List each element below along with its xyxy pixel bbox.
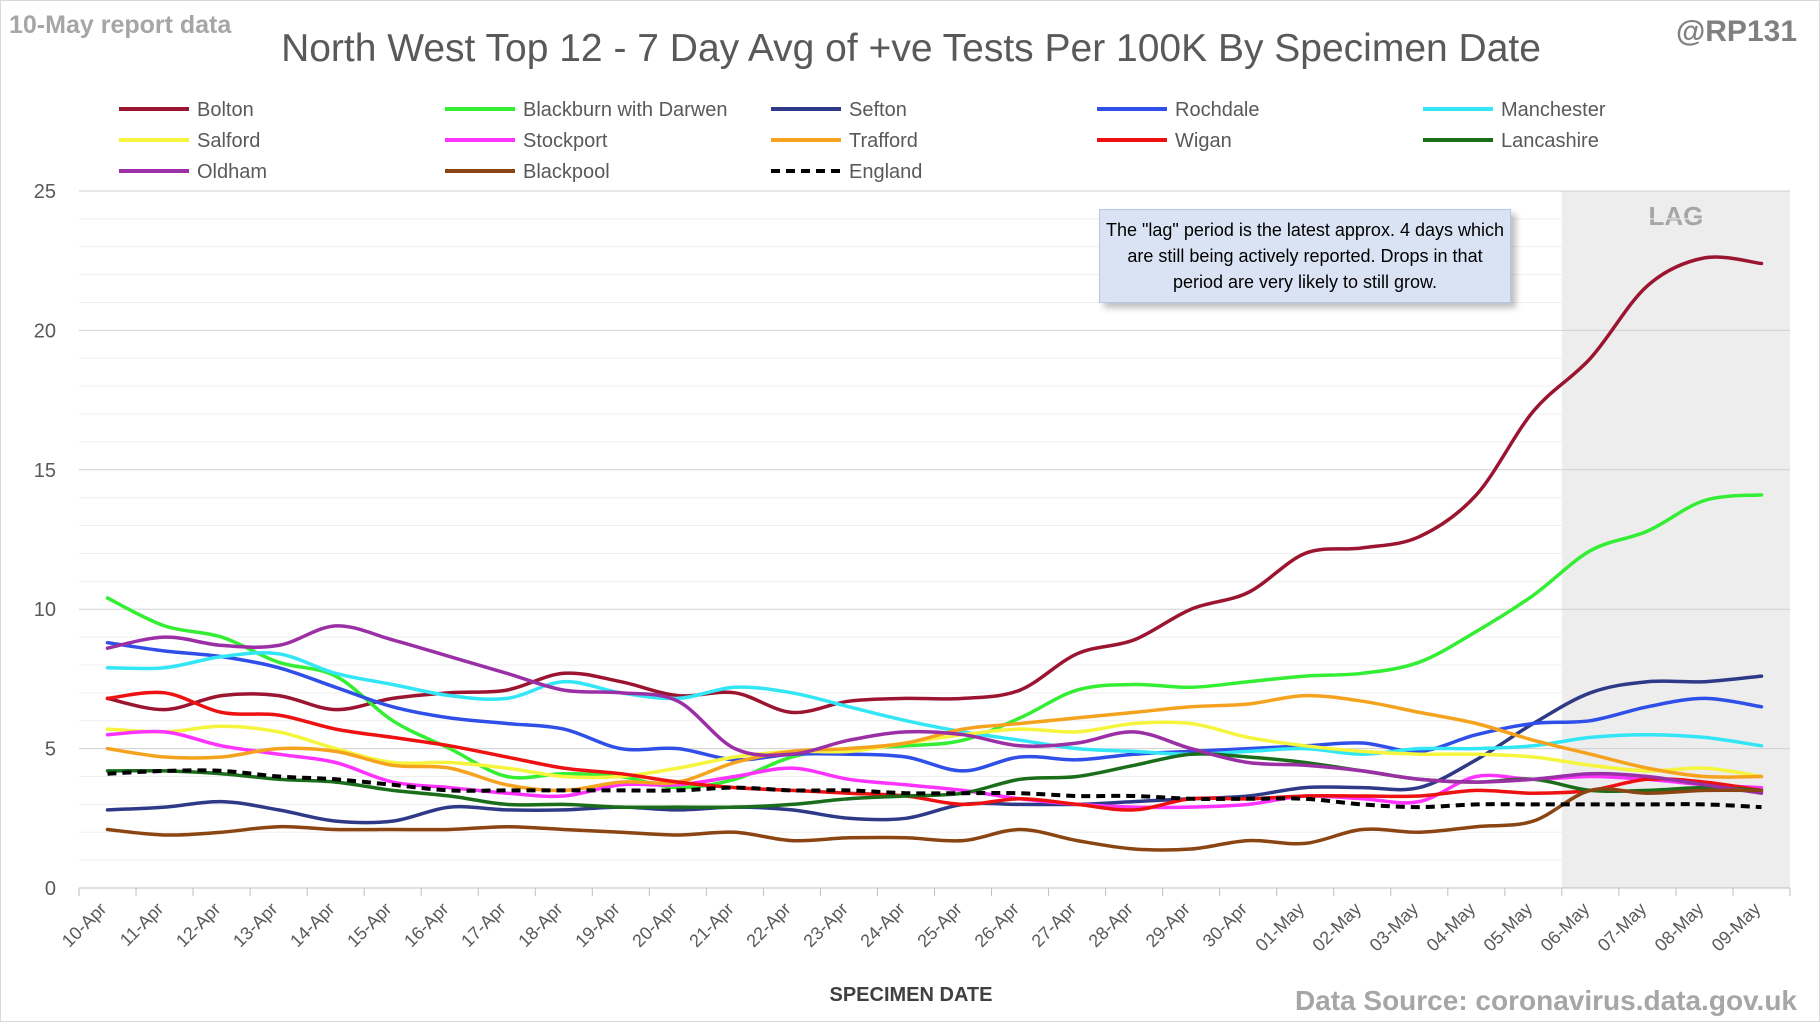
x-tick-label: 27-Apr xyxy=(1028,899,1080,951)
x-tick-label: 05-May xyxy=(1480,899,1537,956)
legend-label-sefton: Sefton xyxy=(849,99,907,121)
legend-label-blackburn-with-darwen: Blackburn with Darwen xyxy=(523,99,728,121)
legend-label-manchester: Manchester xyxy=(1501,99,1606,121)
series-line-bolton xyxy=(105,255,1764,715)
legend-label-blackpool: Blackpool xyxy=(523,161,610,183)
x-tick-label: 22-Apr xyxy=(742,899,794,951)
x-tick-label: 13-Apr xyxy=(229,899,281,951)
series-line-rochdale xyxy=(105,640,1764,773)
x-tick-label: 07-May xyxy=(1594,899,1651,956)
legend-label-lancashire: Lancashire xyxy=(1501,130,1599,152)
x-tick-label: 24-Apr xyxy=(856,899,908,951)
series-line-blackpool xyxy=(105,787,1764,852)
x-tick-label: 26-Apr xyxy=(971,899,1023,951)
y-tick-label: 15 xyxy=(34,460,56,482)
x-tick-label: 30-Apr xyxy=(1199,899,1251,951)
series-line-england xyxy=(107,768,1762,810)
series-line-blackburn-with-darwen xyxy=(105,493,1764,790)
x-axis-title: SPECIMEN DATE xyxy=(829,984,993,1006)
series-line-sefton xyxy=(105,674,1764,825)
x-tick-label: 08-May xyxy=(1651,899,1708,956)
lag-note: The "lag" period is the latest approx. 4… xyxy=(1099,209,1511,303)
series-line-salford xyxy=(105,720,1764,780)
x-tick-label: 11-Apr xyxy=(116,899,167,950)
legend-label-england: England xyxy=(849,161,922,183)
x-tick-label: 09-May xyxy=(1708,899,1765,956)
x-tick-label: 18-Apr xyxy=(514,899,566,951)
legend-label-wigan: Wigan xyxy=(1175,130,1232,152)
x-tick-label: 14-Apr xyxy=(286,899,338,951)
legend-label-bolton: Bolton xyxy=(197,99,254,121)
y-tick-label: 0 xyxy=(45,878,56,900)
legend-label-stockport: Stockport xyxy=(523,130,608,152)
x-tick-label: 19-Apr xyxy=(571,899,623,951)
series-line-oldham xyxy=(105,624,1764,795)
legend-label-oldham: Oldham xyxy=(197,161,267,183)
x-tick-label: 15-Apr xyxy=(343,899,395,951)
x-tick-label: 25-Apr xyxy=(913,899,965,951)
x-tick-label: 21-Apr xyxy=(685,899,737,951)
lag-label: LAG xyxy=(1648,201,1703,231)
x-tick-label: 28-Apr xyxy=(1085,899,1137,951)
legend-label-rochdale: Rochdale xyxy=(1175,99,1260,121)
x-tick-label: 04-May xyxy=(1423,899,1480,956)
x-tick-label: 20-Apr xyxy=(628,899,680,951)
y-tick-label: 20 xyxy=(34,320,56,342)
x-tick-label: 16-Apr xyxy=(400,899,452,951)
series-line-stockport xyxy=(105,729,1764,810)
x-tick-label: 29-Apr xyxy=(1142,899,1194,951)
x-tick-label: 17-Apr xyxy=(457,899,509,951)
author-handle: @RP131 xyxy=(1676,15,1797,48)
x-tick-label: 01-May xyxy=(1251,899,1308,956)
x-tick-label: 06-May xyxy=(1537,899,1594,956)
x-tick-label: 12-Apr xyxy=(172,899,224,951)
x-tick-label: 02-May xyxy=(1308,899,1365,956)
series-line-manchester xyxy=(105,650,1764,756)
x-tick-label: 23-Apr xyxy=(799,899,851,951)
series-line-trafford xyxy=(105,693,1764,793)
y-tick-label: 25 xyxy=(34,181,56,203)
report-date-label: 10-May report data xyxy=(9,11,232,39)
x-tick-label: 03-May xyxy=(1366,899,1423,956)
y-tick-label: 10 xyxy=(34,599,56,621)
y-tick-label: 5 xyxy=(45,739,56,761)
chart-title: North West Top 12 - 7 Day Avg of +ve Tes… xyxy=(281,27,1541,70)
x-tick-label: 10-Apr xyxy=(58,899,110,951)
legend-label-trafford: Trafford xyxy=(849,130,918,152)
legend-label-salford: Salford xyxy=(197,130,260,152)
data-source: Data Source: coronavirus.data.gov.uk xyxy=(1294,985,1797,1016)
series-line-wigan xyxy=(105,690,1764,812)
